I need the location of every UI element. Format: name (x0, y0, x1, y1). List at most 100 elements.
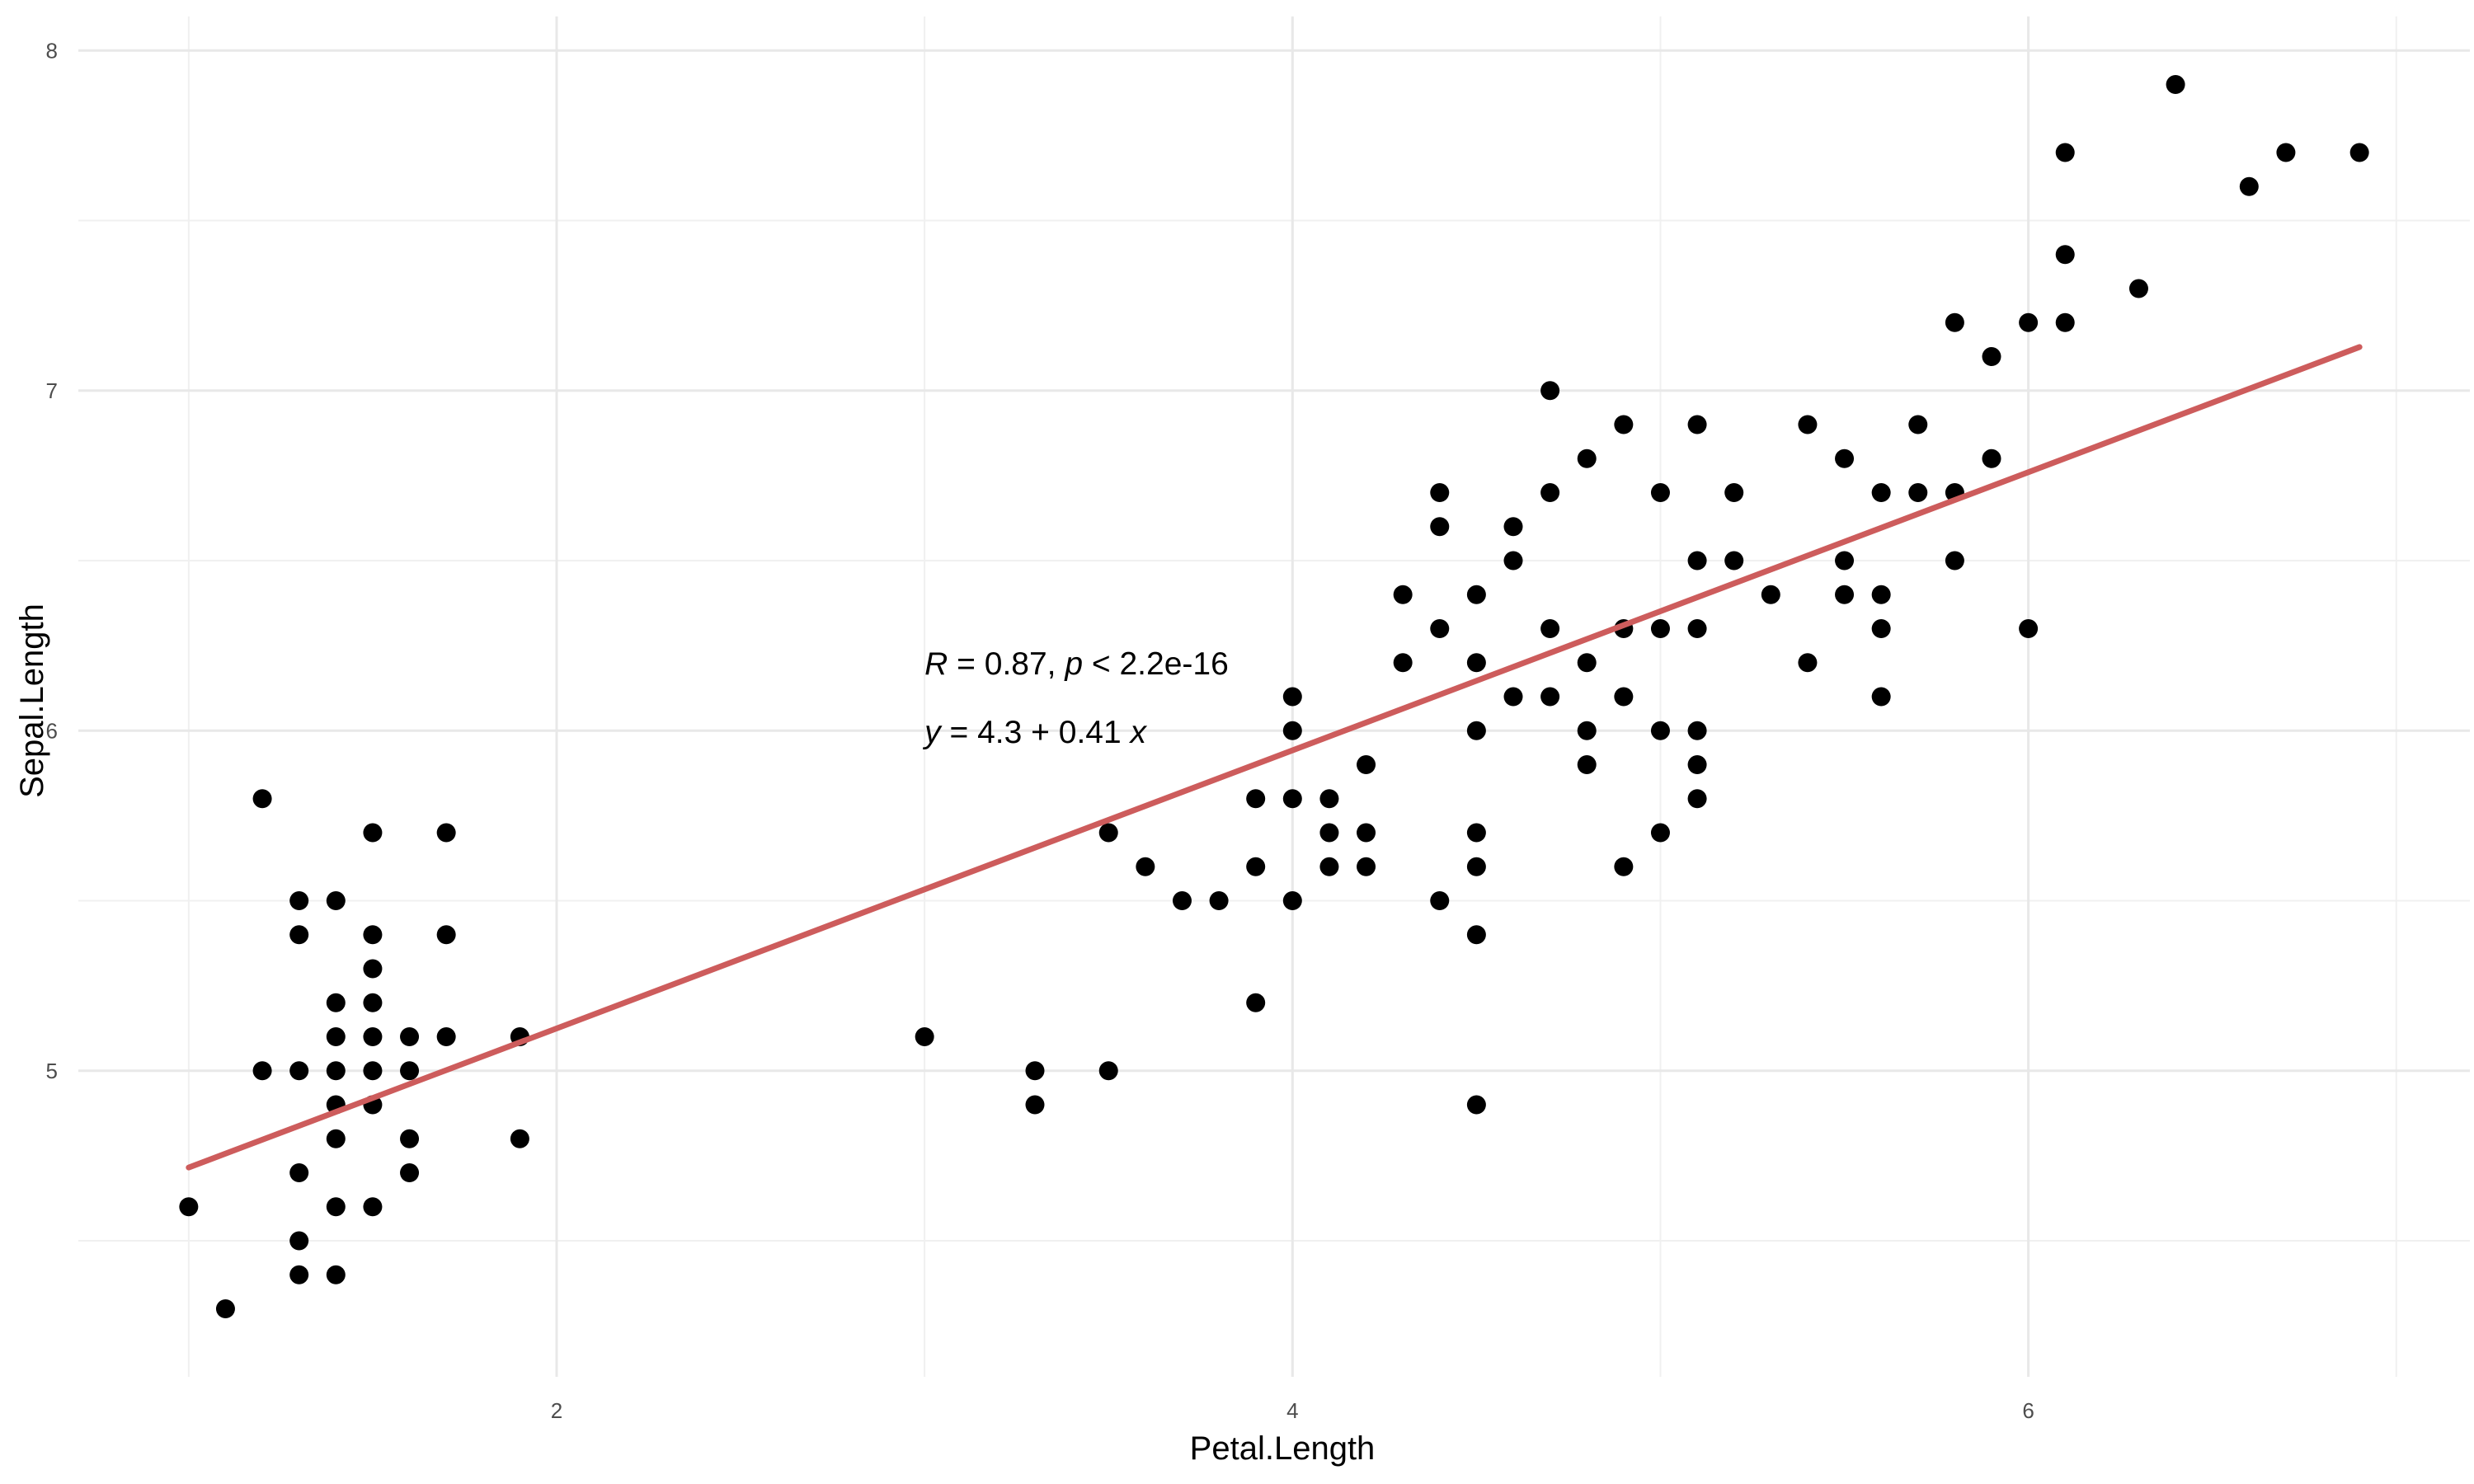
data-point (1466, 823, 1486, 843)
data-point (1136, 857, 1155, 876)
data-point (1503, 517, 1523, 537)
data-point (289, 1231, 309, 1251)
p-value-text: < 2.2e-16 (1083, 646, 1229, 682)
data-point (1430, 517, 1450, 537)
correlation-r-symbol: R (924, 646, 948, 682)
data-point (1687, 789, 1707, 809)
data-point (289, 1163, 309, 1182)
minor-gridlines (78, 16, 2470, 1377)
data-point (1357, 857, 1376, 876)
data-point (1540, 381, 1560, 401)
y-tick-label: 5 (46, 1059, 58, 1083)
data-point (289, 1061, 309, 1081)
y-axis-title: Sepal.Length (14, 603, 50, 798)
data-point (1687, 721, 1707, 740)
data-point (2349, 143, 2369, 162)
data-point (436, 823, 456, 843)
data-point (1282, 891, 1302, 910)
data-point (1319, 857, 1339, 876)
x-axis-tick-labels: 2 4 6 (551, 1398, 2034, 1423)
data-point (1319, 823, 1339, 843)
data-point (1282, 687, 1302, 707)
data-point (1540, 483, 1560, 502)
data-point (1466, 857, 1486, 876)
data-point (326, 1061, 346, 1081)
data-point (1246, 993, 1266, 1012)
data-point (1246, 789, 1266, 809)
data-point (363, 959, 383, 979)
data-point (363, 1197, 383, 1217)
y-tick-label: 6 (46, 718, 58, 743)
data-point (289, 1265, 309, 1284)
data-point (1650, 483, 1670, 502)
data-point (1209, 891, 1229, 910)
x-tick-label: 4 (1286, 1398, 1298, 1423)
data-point (1650, 721, 1670, 740)
data-point (1614, 415, 1634, 434)
data-point (1871, 483, 1891, 502)
data-point (1503, 551, 1523, 571)
data-point (1357, 823, 1376, 843)
data-point (1246, 857, 1266, 876)
data-points (179, 75, 2369, 1318)
data-point (326, 891, 346, 910)
data-point (1393, 653, 1413, 673)
data-point (1650, 619, 1670, 638)
data-point (1871, 619, 1891, 638)
equation-x-symbol: x (1129, 715, 1148, 750)
data-point (252, 1061, 272, 1081)
data-point (1798, 415, 1818, 434)
p-value-symbol: p (1064, 646, 1083, 682)
data-point (1761, 585, 1780, 604)
data-point (1650, 823, 1670, 843)
data-point (2239, 176, 2259, 196)
data-point (1282, 789, 1302, 809)
x-tick-label: 6 (2022, 1398, 2034, 1423)
data-point (1025, 1061, 1045, 1081)
data-point (1908, 483, 1928, 502)
correlation-annotation: R = 0.87, p < 2.2e-16 (924, 646, 1229, 682)
data-point (1540, 687, 1560, 707)
regression-equation: y = 4.3 + 0.41 x (922, 715, 1147, 750)
data-point (1687, 415, 1707, 434)
data-point (1945, 551, 1964, 571)
data-point (400, 1061, 420, 1081)
data-point (2055, 312, 2075, 332)
data-point (1577, 755, 1597, 774)
data-point (915, 1027, 934, 1046)
data-point (1577, 448, 1597, 468)
data-point (1098, 823, 1118, 843)
data-point (1908, 415, 1928, 434)
data-point (1835, 585, 1855, 604)
data-point (1724, 483, 1744, 502)
major-gridlines (78, 16, 2470, 1377)
data-point (179, 1197, 199, 1217)
data-point (1577, 653, 1597, 673)
data-point (1871, 585, 1891, 604)
y-tick-label: 7 (46, 378, 58, 403)
correlation-r-value: = 0.87, (948, 646, 1065, 682)
data-point (363, 1027, 383, 1046)
data-point (2055, 143, 2075, 162)
regression-line (186, 344, 2363, 1171)
data-point (1687, 755, 1707, 774)
data-point (1798, 653, 1818, 673)
data-point (2276, 143, 2296, 162)
data-point (363, 823, 383, 843)
data-point (1466, 1095, 1486, 1115)
data-point (326, 993, 346, 1012)
data-point (1466, 721, 1486, 740)
data-point (2128, 279, 2148, 298)
data-point (1319, 789, 1339, 809)
data-point (1393, 585, 1413, 604)
data-point (1430, 483, 1450, 502)
data-point (252, 789, 272, 809)
data-point (400, 1163, 420, 1182)
data-point (1614, 687, 1634, 707)
data-point (2055, 245, 2075, 265)
data-point (326, 1265, 346, 1284)
data-point (1835, 551, 1855, 571)
data-point (1466, 925, 1486, 945)
